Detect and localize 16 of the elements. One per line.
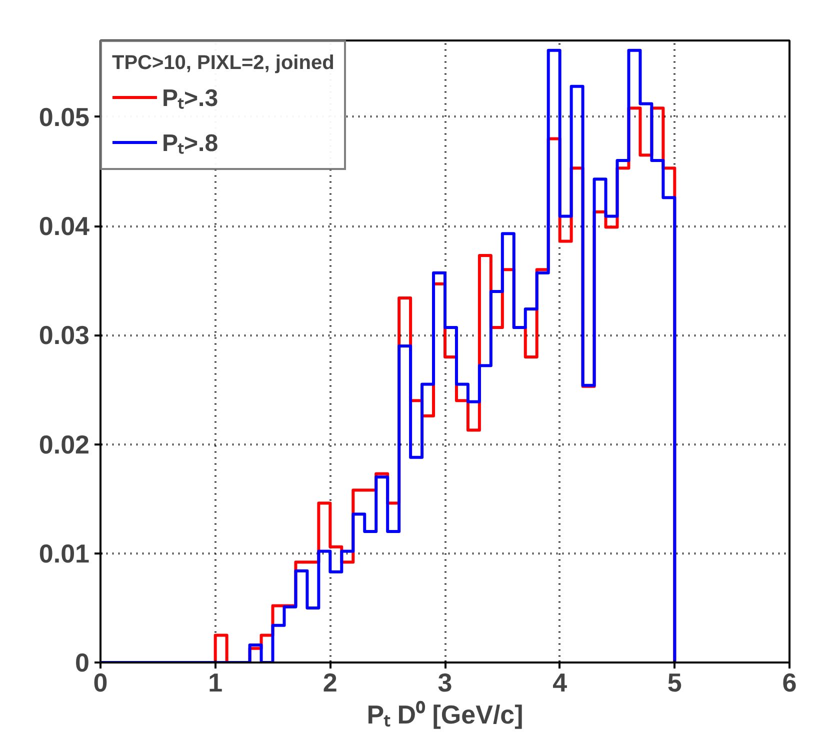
x-tick-label: 6 <box>782 668 797 698</box>
y-tick-label: 0.03 <box>38 320 90 350</box>
x-tick-label: 1 <box>208 668 223 698</box>
x-tick-label: 2 <box>322 668 338 698</box>
legend-title: TPC>10, PIXL=2, joined <box>112 52 334 75</box>
x-tick-label: 4 <box>552 668 568 698</box>
y-tick-label: 0.04 <box>38 211 90 242</box>
x-tick-label: 3 <box>438 668 452 698</box>
y-tick-label: 0.02 <box>38 429 90 460</box>
legend-label: Pₜ>.8 <box>162 129 218 158</box>
x-axis-title: Pₜ D⁰ [GeV/c] <box>366 700 524 730</box>
x-tick-label: 5 <box>667 668 682 698</box>
legend-label: Pₜ>.3 <box>162 84 218 113</box>
y-tick-label: 0.01 <box>38 538 90 568</box>
y-tick-label: 0.05 <box>38 102 90 132</box>
y-tick-label: 0 <box>75 648 90 678</box>
